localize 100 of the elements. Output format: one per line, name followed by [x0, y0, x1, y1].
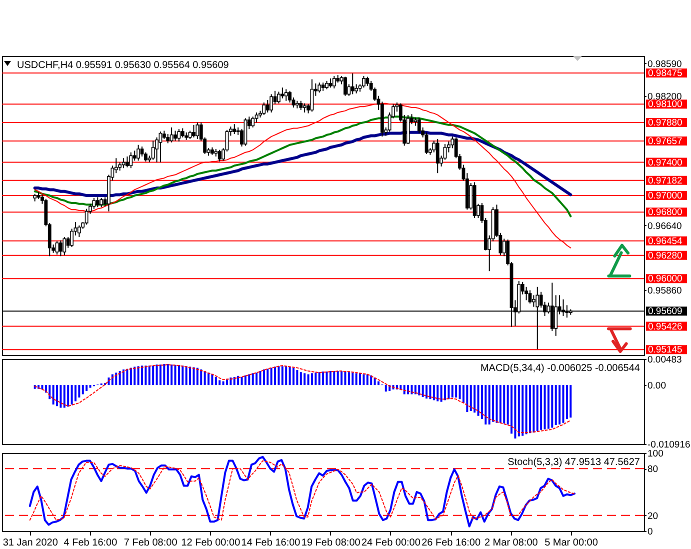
bar — [208, 372, 210, 386]
y-tick-label: 0.00483 — [648, 354, 682, 366]
bar — [237, 376, 240, 386]
candlestick — [129, 152, 133, 169]
candlestick — [166, 134, 170, 144]
ref-line-label: 0.96000 — [648, 274, 682, 285]
bar — [67, 385, 70, 407]
bar — [118, 371, 121, 386]
ref-line-label: 0.97657 — [648, 136, 682, 147]
candlestick — [288, 90, 292, 104]
y-tick-label: 0.98590 — [648, 58, 682, 70]
bar — [532, 385, 535, 433]
candlestick — [77, 224, 81, 238]
bar — [288, 366, 291, 386]
bar — [222, 381, 224, 386]
bar — [226, 380, 228, 386]
candlestick — [284, 88, 288, 102]
x-tick-label: 31 Jan 2020 — [2, 538, 58, 548]
bar — [558, 385, 561, 424]
bar — [440, 385, 442, 402]
bar — [163, 364, 166, 386]
x-tick-label: 26 Feb 16:00 — [422, 538, 481, 548]
bar — [285, 366, 288, 386]
bar — [525, 385, 528, 434]
bar — [248, 374, 250, 386]
bar — [296, 370, 298, 386]
candlestick — [136, 144, 140, 162]
bar — [466, 385, 468, 412]
bar — [89, 385, 92, 388]
bar — [496, 385, 498, 423]
ref-line-label: 0.96454 — [648, 236, 682, 247]
bar — [214, 376, 217, 386]
candlestick — [192, 124, 196, 138]
candlestick — [196, 122, 200, 140]
bar — [192, 367, 195, 386]
ref-line-label: 0.97000 — [648, 190, 682, 202]
bar — [377, 381, 380, 386]
bar — [477, 385, 480, 416]
candlestick — [262, 102, 266, 116]
bar — [458, 385, 461, 400]
bar — [429, 385, 432, 400]
chart-title: Stoch(5,3,3) 47.9513 47.5627 — [508, 457, 640, 468]
candlestick — [96, 196, 100, 208]
candlestick — [270, 94, 274, 113]
bar — [82, 385, 84, 394]
candlestick — [158, 131, 162, 163]
bar — [484, 385, 487, 424]
candlestick — [277, 91, 280, 104]
ref-line-label: 0.98475 — [648, 68, 682, 80]
ref-line-label: 0.95426 — [648, 321, 682, 332]
bar — [333, 371, 336, 386]
candlestick — [299, 100, 303, 110]
bar — [115, 372, 118, 386]
bar — [304, 373, 306, 386]
bar — [41, 385, 44, 390]
bar — [407, 385, 410, 394]
bar — [426, 385, 428, 399]
bar — [122, 369, 125, 386]
bar — [470, 385, 472, 411]
bar — [200, 369, 202, 386]
y-tick-label: -0.010916 — [648, 440, 690, 450]
bar — [499, 385, 502, 423]
candlestick — [362, 75, 366, 88]
bar — [300, 372, 302, 386]
bar — [448, 385, 450, 400]
bar — [189, 366, 192, 386]
bar — [366, 374, 368, 386]
bar — [314, 372, 317, 386]
y-tick-label: 0.96640 — [648, 220, 682, 232]
y-tick-label: 80 — [648, 464, 658, 476]
candlestick — [100, 198, 104, 208]
candlestick — [55, 240, 59, 256]
ref-line-label: 0.96280 — [648, 250, 682, 262]
bar — [270, 368, 272, 386]
bar — [182, 366, 184, 386]
bar — [414, 385, 416, 394]
bar — [370, 375, 372, 386]
bar — [514, 385, 516, 439]
bar — [156, 364, 158, 386]
bar — [134, 366, 136, 386]
bar — [344, 371, 346, 386]
bar — [518, 385, 520, 436]
candlestick — [180, 128, 184, 138]
bar — [185, 366, 188, 386]
y-tick-label: 0.95860 — [648, 286, 682, 297]
bar — [137, 366, 140, 386]
ref-line-label: 0.98100 — [648, 99, 682, 110]
x-tick-label: 7 Feb 08:00 — [124, 538, 178, 548]
candlestick — [532, 294, 536, 308]
bar — [554, 385, 557, 426]
bar — [318, 372, 320, 386]
candlestick — [436, 138, 440, 174]
bar — [52, 385, 54, 405]
bar — [570, 385, 572, 418]
candlestick — [84, 208, 88, 226]
bar — [310, 373, 313, 386]
candlestick — [266, 100, 270, 113]
bar — [230, 378, 232, 386]
bar — [451, 385, 454, 398]
bar — [352, 372, 354, 386]
